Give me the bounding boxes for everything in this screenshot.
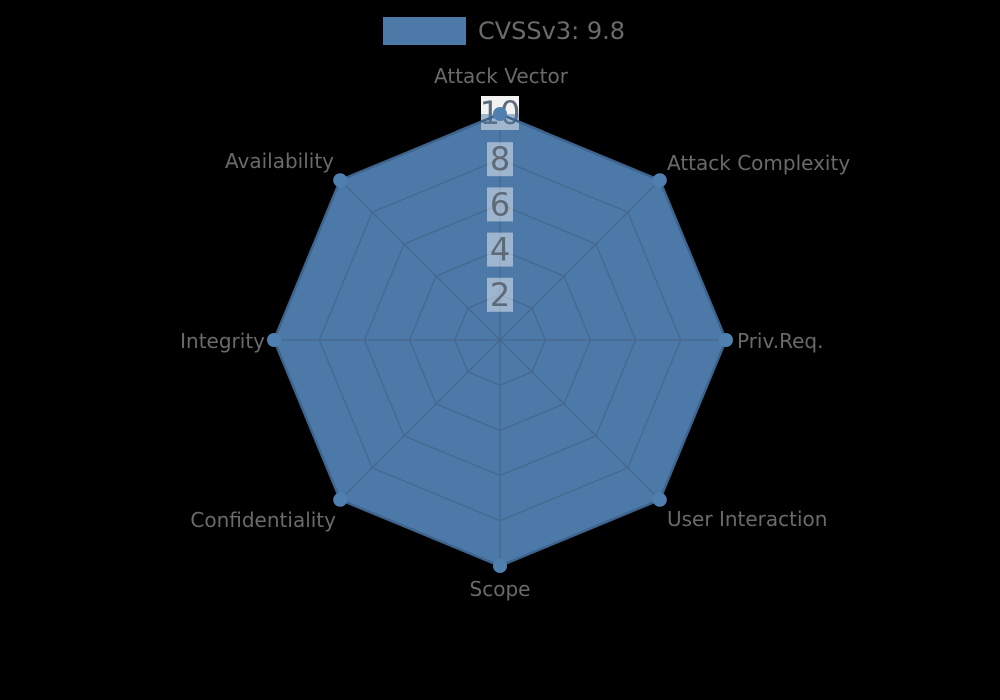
tick-label-8: 8 bbox=[490, 140, 510, 178]
apex-marker bbox=[493, 107, 507, 121]
data-point-user-interaction bbox=[652, 492, 667, 507]
tick-box-4 bbox=[487, 232, 513, 267]
legend: CVSSv3: 9.8 bbox=[383, 17, 625, 45]
grid-spoke-attack-complexity bbox=[499, 179, 661, 341]
axis-label-confidentiality: Confidentiality bbox=[190, 508, 336, 532]
data-point-integrity bbox=[267, 333, 281, 347]
tick-box-6 bbox=[487, 187, 513, 222]
data-point-scope bbox=[493, 559, 507, 573]
axis-label-priv-req: Priv.Req. bbox=[737, 329, 823, 353]
grid-spoke-availability bbox=[339, 179, 501, 341]
data-point-availability bbox=[333, 173, 348, 188]
axis-label-scope: Scope bbox=[470, 577, 531, 601]
data-point-attack-complexity bbox=[652, 173, 667, 188]
tick-box-8 bbox=[487, 142, 513, 177]
axis-label-attack-complexity: Attack Complexity bbox=[667, 151, 850, 175]
tick-label-2: 2 bbox=[490, 276, 510, 314]
data-point-confidentiality bbox=[333, 492, 348, 507]
axis-label-user-interaction: User Interaction bbox=[667, 507, 827, 531]
legend-label: CVSSv3: 9.8 bbox=[478, 17, 625, 45]
apex-edge-right bbox=[499, 112, 545, 134]
legend-swatch bbox=[383, 17, 466, 45]
data-point-priv-req bbox=[719, 333, 733, 347]
grid-spoke-user-interaction bbox=[499, 339, 661, 501]
tick-label-4: 4 bbox=[490, 231, 510, 269]
axis-label-attack-vector: Attack Vector bbox=[434, 64, 569, 88]
grid-spoke-confidentiality bbox=[339, 339, 501, 501]
axis-label-availability: Availability bbox=[225, 149, 334, 173]
tick-box-2 bbox=[487, 277, 513, 312]
tick-label-6: 6 bbox=[490, 185, 510, 223]
axis-label-integrity: Integrity bbox=[180, 329, 265, 353]
apex-edge-left bbox=[455, 112, 501, 134]
